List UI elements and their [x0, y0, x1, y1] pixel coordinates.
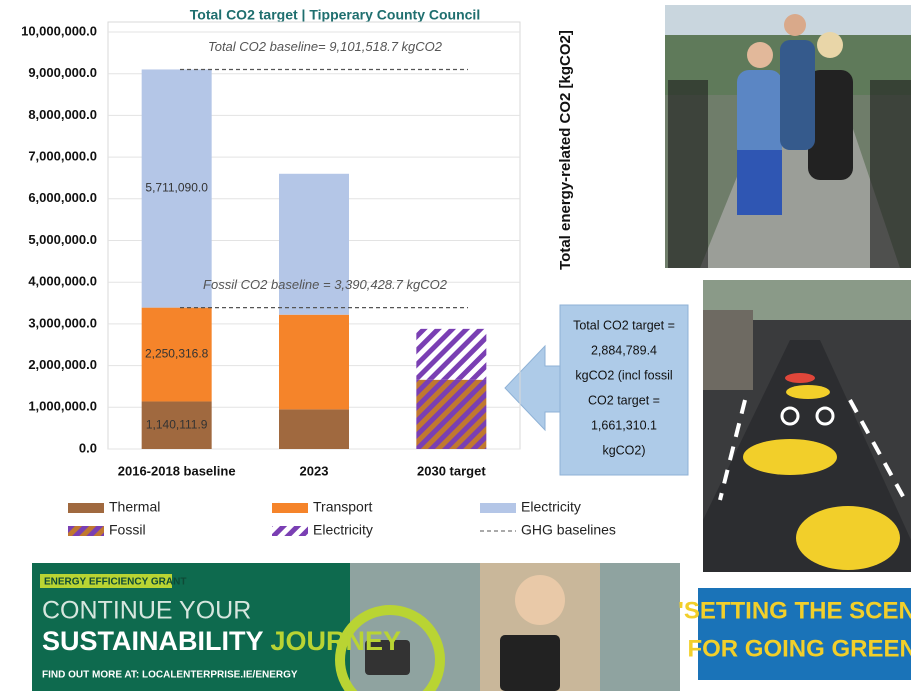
value-label: 2,250,316.8: [145, 347, 209, 361]
y-axis-label: Total energy-related CO2 [kgCO2]: [557, 30, 574, 270]
y-tick-label: 3,000,000.0: [28, 315, 97, 330]
baseline-label: Fossil CO2 baseline = 3,390,428.7 kgCO2: [203, 277, 448, 292]
poster-line2: FOR GOING GREEN': [687, 635, 911, 662]
legend-swatch: [272, 503, 308, 513]
x-tick-label: 2023: [300, 463, 329, 478]
callout-arrow: [505, 346, 562, 430]
callout-text: CO2 target =: [588, 393, 660, 407]
x-tick-label: 2030 target: [417, 463, 486, 478]
chart: Total CO2 target | Tipperary County Coun…: [0, 0, 911, 691]
bar-segment: [279, 409, 349, 449]
legend-label: Thermal: [109, 499, 160, 515]
y-tick-label: 6,000,000.0: [28, 190, 97, 205]
poster-line1: 'SETTING THE SCENE: [678, 597, 911, 624]
legend-label: GHG baselines: [521, 522, 616, 538]
legend-label: Transport: [313, 499, 373, 515]
legend-swatch: [68, 503, 104, 513]
y-tick-label: 7,000,000.0: [28, 149, 97, 164]
banner-line2: SUSTAINABILITY JOURNEY: [42, 626, 401, 656]
legend-label: Fossil: [109, 522, 146, 538]
y-tick-label: 1,000,000.0: [28, 399, 97, 414]
y-tick-label: 9,000,000.0: [28, 65, 97, 80]
photo-road: [703, 280, 911, 572]
value-label: 5,711,090.0: [145, 181, 208, 195]
bar-segment: [279, 315, 349, 410]
value-label: 1,140,111.9: [146, 417, 208, 431]
page: Total CO2 target | Tipperary County Coun…: [0, 0, 911, 691]
callout-text: 1,661,310.1: [591, 418, 657, 432]
callout-text: kgCO2): [602, 443, 645, 457]
bar-segment: [416, 329, 486, 380]
poster: 'SETTING THE SCENE FOR GOING GREEN': [678, 588, 911, 680]
legend-swatch: [68, 526, 104, 536]
baseline-label: Total CO2 baseline= 9,101,518.7 kgCO2: [208, 39, 443, 54]
legend-swatch: [272, 526, 308, 536]
legend-label: Electricity: [313, 522, 373, 538]
bar-segment: [279, 174, 349, 315]
legend-label: Electricity: [521, 499, 581, 515]
y-tick-label: 0.0: [79, 440, 97, 455]
chart-title: Total CO2 target | Tipperary County Coun…: [190, 7, 480, 23]
y-tick-label: 5,000,000.0: [28, 232, 97, 247]
banner-line1: CONTINUE YOUR: [42, 597, 251, 625]
banner: ENERGY EFFICIENCY GRANT CONTINUE YOUR SU…: [32, 563, 680, 691]
banner-link: FIND OUT MORE AT: LOCALENTERPRISE.IE/ENE…: [42, 670, 298, 681]
legend-swatch: [480, 503, 516, 513]
photo-people: [665, 5, 911, 268]
callout-text: Total CO2 target =: [573, 318, 675, 332]
bar-segment: [416, 380, 486, 449]
y-tick-label: 4,000,000.0: [28, 274, 97, 289]
callout-text: kgCO2 (incl fossil: [575, 368, 672, 382]
x-tick-label: 2016-2018 baseline: [118, 463, 236, 478]
y-tick-label: 2,000,000.0: [28, 357, 97, 372]
y-tick-label: 8,000,000.0: [28, 107, 97, 122]
banner-tag: ENERGY EFFICIENCY GRANT: [44, 577, 186, 588]
y-tick-label: 10,000,000.0: [21, 23, 97, 38]
callout-text: 2,884,789.4: [591, 343, 657, 357]
